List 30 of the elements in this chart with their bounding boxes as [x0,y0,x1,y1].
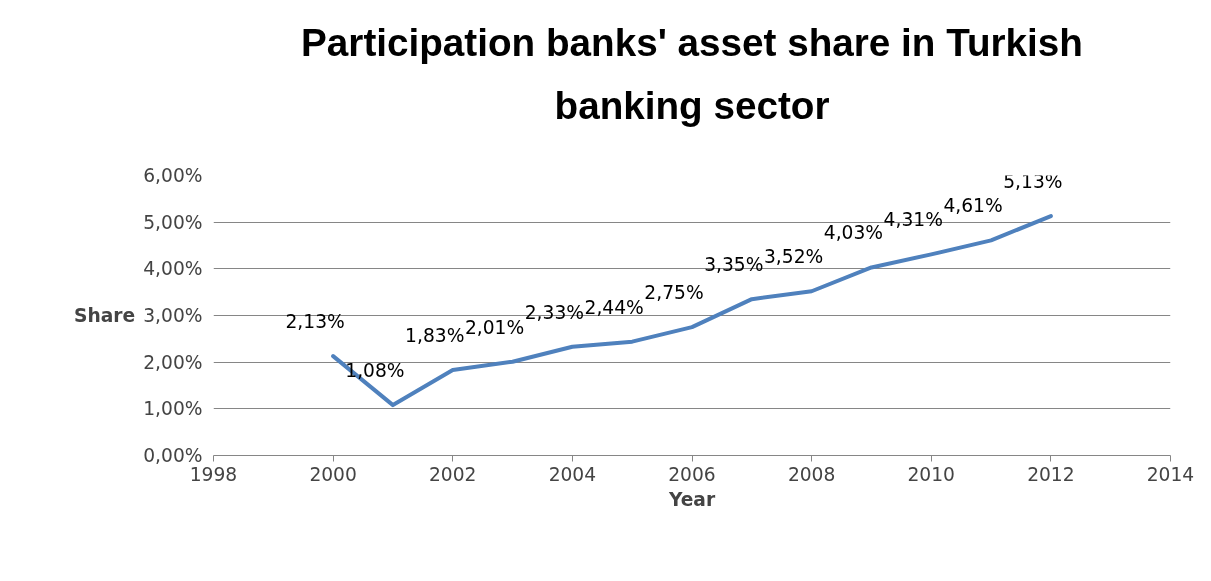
y-tick-label: 0,00% [143,445,203,466]
y-tick-label: 2,00% [143,351,203,373]
y-tick-label: 3,00% [143,305,203,326]
x-tick-label: 2014 [1146,463,1195,485]
data-label: 2,01% [464,316,525,338]
data-label: 4,61% [943,195,1003,217]
x-tick-label: 2006 [668,463,716,485]
y-tick-label: 5,00% [143,211,203,233]
data-label: 2,33% [524,301,585,323]
x-tick-label: 2008 [787,463,836,485]
x-tick-label: 2010 [907,463,955,485]
data-label: 4,03% [823,222,884,244]
x-tick-label: 2004 [548,463,597,485]
y-axis-title: Share [74,305,136,326]
x-tick-label: 2000 [309,463,357,485]
data-label: 1,83% [405,325,465,347]
y-tick-label: 6,00% [143,165,203,186]
x-tick-label: 2012 [1027,463,1075,485]
data-label: 2,44% [584,296,644,318]
data-label: 3,52% [763,246,824,268]
data-label: 2,75% [644,282,704,304]
x-axis-title: Year [667,488,716,510]
x-tick-label: 1998 [189,463,238,485]
data-label: 3,35% [704,254,764,276]
data-label: 4,31% [883,209,943,231]
y-tick-label: 1,00% [143,398,203,420]
x-tick-label: 2002 [429,463,477,485]
chart-title: Participation banks' asset share in Turkish banking sector [301,21,1083,127]
data-label: 2,13% [285,311,345,333]
y-tick-label: 4,00% [143,258,203,280]
